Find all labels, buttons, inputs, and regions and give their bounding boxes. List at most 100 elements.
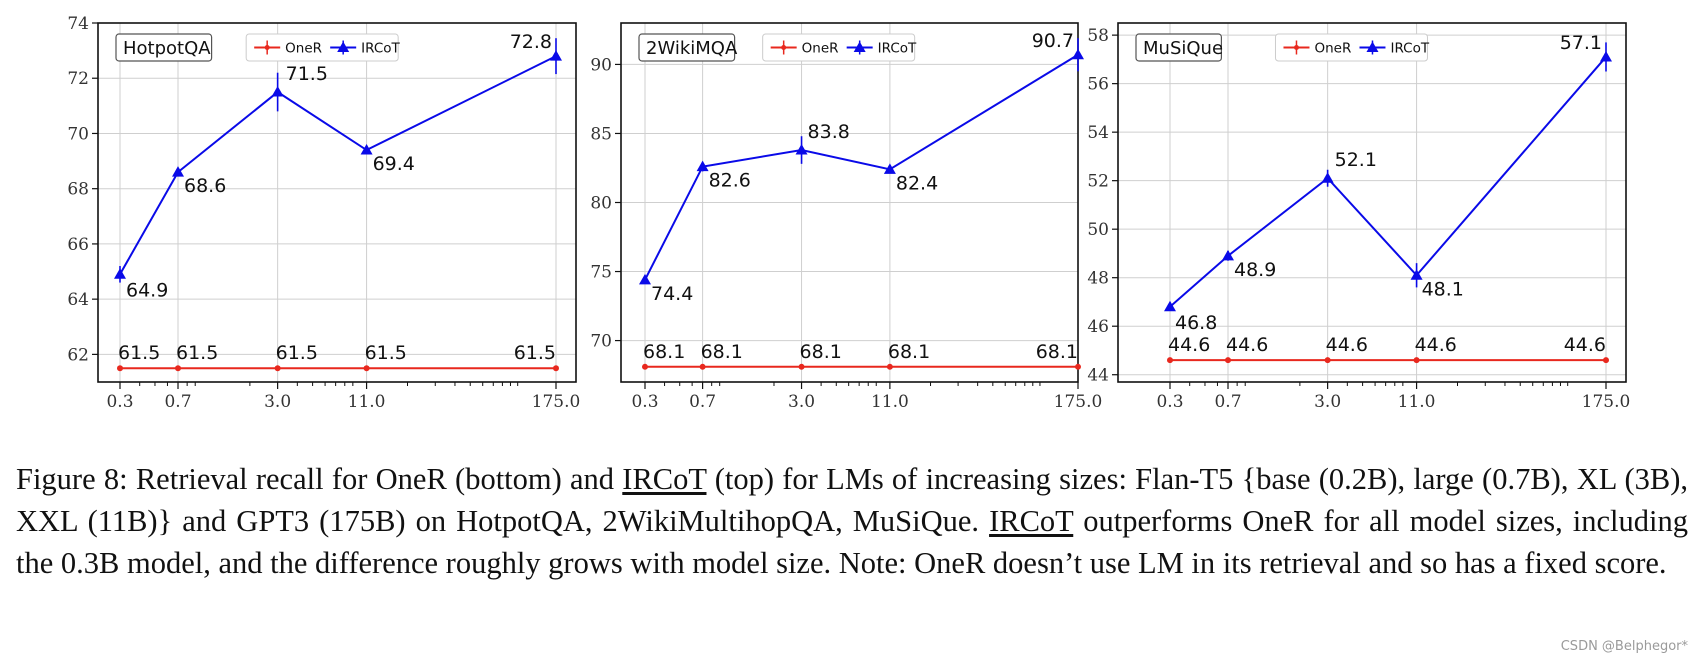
x-tick-label: 3.0 [1314, 392, 1341, 412]
data-label-ircot: 72.8 [510, 31, 552, 53]
y-tick-label: 54 [1087, 123, 1109, 143]
data-point-ircot [172, 166, 185, 177]
axes-frame [1117, 22, 1627, 383]
y-tick-label: 56 [1087, 75, 1109, 95]
chart-title-text: 2WikiMQA [646, 38, 738, 59]
legend-marker-oner [781, 45, 787, 50]
y-tick-label: 74 [67, 14, 89, 34]
data-label-ircot: 90.7 [1032, 30, 1074, 52]
axes-frame [97, 22, 577, 383]
data-point-oner [117, 365, 123, 372]
data-label-oner: 68.1 [701, 341, 743, 363]
data-point-ircot [1072, 48, 1084, 60]
data-point-ircot [1164, 300, 1176, 312]
data-label-ircot: 46.8 [1175, 312, 1217, 334]
caption-text-2: (top) for LMs of increasing sizes: Flan-… [16, 462, 1688, 538]
y-tick-label: 85 [590, 124, 612, 144]
data-label-ircot: 71.5 [286, 63, 328, 85]
legend-label-oner: OneR [285, 41, 322, 57]
y-tick-label: 48 [1087, 269, 1109, 289]
data-point-oner [1603, 357, 1609, 364]
data-point-oner [175, 365, 182, 372]
legend: OneR IRCoT [1274, 33, 1430, 62]
x-tick-label: 11.0 [1398, 392, 1436, 412]
data-point-oner [1324, 357, 1331, 364]
chart-title-box [115, 33, 213, 62]
x-tick-label: 11.0 [348, 392, 386, 412]
data-label-ircot: 82.4 [896, 172, 938, 194]
x-tick-label: 175.0 [1582, 392, 1631, 412]
data-point-oner [798, 363, 805, 370]
data-point-oner [553, 365, 559, 372]
x-tick-label: 11.0 [871, 392, 909, 412]
data-label-ircot: 83.8 [808, 121, 850, 143]
legend-box [245, 33, 399, 62]
legend-marker-ircot [853, 41, 866, 52]
y-tick-label: 46 [1087, 317, 1109, 337]
data-point-ircot [1410, 269, 1423, 280]
legend-label-ircot: IRCoT [1390, 41, 1429, 57]
y-tick-label: 80 [590, 194, 612, 214]
data-label-oner: 61.5 [176, 342, 218, 364]
data-label-ircot: 68.6 [184, 175, 226, 197]
data-label-ircot: 48.9 [1234, 259, 1276, 281]
caption-ircot-link-1: IRCoT [622, 462, 707, 496]
chart-panel-1: 62 64 66 68 70 72 74 0.3 0.7 3.0 11.0 175.0 61.5 61.5… [67, 14, 580, 412]
x-tick-label: 3.0 [788, 392, 815, 412]
caption-ircot-link-2: IRCoT [989, 504, 1074, 538]
data-label-oner: 61.5 [276, 342, 318, 364]
data-point-ircot [550, 50, 562, 61]
data-label-ircot: 57.1 [1560, 32, 1602, 54]
data-point-oner [642, 363, 648, 370]
data-label-ircot: 69.4 [373, 153, 415, 175]
chart-title: 2WikiMQA [638, 33, 738, 62]
data-label-ircot: 64.9 [126, 279, 168, 301]
charts-area: 62 64 66 68 70 72 74 0.3 0.7 3.0 11.0 175.0 61.5 61.5… [67, 14, 1631, 412]
y-tick-label: 44 [1087, 366, 1109, 386]
data-point-ircot [795, 144, 808, 155]
chart-title: MuSiQue [1135, 33, 1223, 62]
data-label-ircot: 52.1 [1335, 149, 1377, 171]
chart-title-text: MuSiQue [1143, 38, 1223, 59]
data-point-ircot [883, 163, 896, 174]
chart-title-text: HotpotQA [123, 38, 211, 59]
y-tick-label: 66 [67, 235, 89, 255]
data-point-oner [1167, 357, 1173, 364]
x-tick-label: 175.0 [532, 392, 581, 412]
legend-box [1274, 33, 1428, 62]
data-label-oner: 44.6 [1168, 334, 1210, 356]
legend-marker-ircot [337, 41, 350, 52]
y-tick-label: 64 [67, 290, 89, 310]
data-label-ircot: 74.4 [651, 283, 693, 305]
data-point-ircot [1600, 50, 1612, 62]
x-tick-label: 175.0 [1054, 392, 1103, 412]
data-label-oner: 44.6 [1415, 334, 1457, 356]
data-point-ircot [114, 268, 126, 279]
data-label-oner: 44.6 [1326, 334, 1368, 356]
y-tick-label: 90 [590, 55, 612, 75]
data-label-ircot: 48.1 [1422, 278, 1464, 300]
legend-box [762, 33, 916, 62]
y-tick-label: 68 [67, 180, 89, 200]
x-tick-label: 3.0 [264, 392, 291, 412]
data-label-ircot: 82.6 [709, 170, 751, 192]
legend-marker-oner [1293, 45, 1299, 50]
y-tick-label: 70 [590, 332, 612, 352]
series-line-ircot [644, 53, 1079, 281]
y-tick-label: 70 [67, 124, 89, 144]
data-point-ircot [1321, 172, 1334, 183]
chart-panel-2: 70 75 80 85 90 0.3 0.7 3.0 11.0 175.0 68.1 68.1 68.1… [590, 22, 1103, 412]
x-tick-label: 0.7 [689, 392, 716, 412]
y-tick-label: 50 [1087, 220, 1109, 240]
x-tick-label: 0.7 [1214, 392, 1241, 412]
legend: OneR IRCoT [762, 33, 917, 62]
data-label-oner: 44.6 [1564, 334, 1606, 356]
data-label-oner: 44.6 [1226, 334, 1268, 356]
data-point-oner [363, 365, 370, 372]
data-point-ircot [360, 144, 373, 155]
data-point-oner [1075, 363, 1081, 370]
data-point-ircot [1222, 249, 1235, 261]
data-point-ircot [696, 160, 709, 172]
caption-text-1: Figure 8: Retrieval recall for OneR (bot… [16, 462, 623, 496]
legend-marker-ircot [1366, 41, 1379, 52]
